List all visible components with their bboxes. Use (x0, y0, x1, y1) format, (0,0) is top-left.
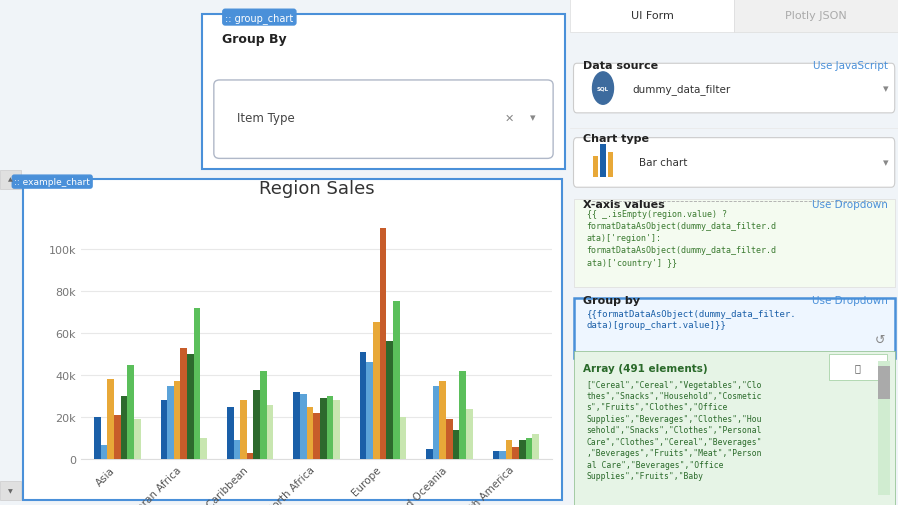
Title: Region Sales: Region Sales (259, 179, 374, 197)
Bar (594, 157, 598, 178)
Bar (306, 407, 313, 460)
FancyBboxPatch shape (0, 481, 21, 500)
Text: Bar chart: Bar chart (639, 158, 688, 168)
Bar (878, 366, 890, 399)
FancyBboxPatch shape (22, 179, 561, 500)
Text: Data source: Data source (584, 61, 658, 71)
Bar (453, 430, 459, 460)
Text: ▾: ▾ (531, 113, 536, 123)
Text: ▼: ▼ (8, 488, 13, 493)
Text: {{formatDataAsObject(dummy_data_filter.
data)[group_chart.value]}}: {{formatDataAsObject(dummy_data_filter. … (586, 309, 797, 330)
Bar (380, 228, 386, 460)
Bar (878, 361, 890, 495)
FancyBboxPatch shape (570, 0, 735, 33)
Bar (174, 382, 180, 460)
Bar (187, 355, 194, 460)
FancyBboxPatch shape (829, 355, 886, 380)
Text: Chart type: Chart type (584, 134, 649, 144)
Bar (506, 440, 513, 460)
Bar (233, 440, 240, 460)
FancyBboxPatch shape (574, 138, 894, 188)
Bar (327, 396, 333, 460)
Bar (194, 308, 200, 460)
Text: Group by: Group by (584, 295, 640, 306)
Text: ⧉: ⧉ (855, 362, 860, 372)
Bar (519, 440, 525, 460)
FancyBboxPatch shape (214, 81, 553, 159)
Bar (513, 447, 519, 460)
Text: ▾: ▾ (883, 158, 888, 168)
Bar (525, 438, 533, 460)
Text: Group By: Group By (223, 33, 287, 46)
Bar (608, 153, 612, 178)
Text: ✕: ✕ (505, 113, 514, 123)
Text: Use Dropdown: Use Dropdown (813, 199, 888, 210)
Bar (247, 453, 253, 460)
Bar (128, 365, 134, 460)
Bar (400, 418, 406, 460)
Bar (466, 409, 472, 460)
Bar (386, 342, 393, 460)
Bar (533, 434, 539, 460)
Bar (260, 371, 267, 460)
Text: ▲: ▲ (8, 177, 13, 182)
Bar (492, 451, 499, 460)
FancyBboxPatch shape (202, 15, 565, 169)
Text: {{ _.isEmpty(region.value) ?
formatDataAsObject(dummy_data_filter.d
ata)['region: {{ _.isEmpty(region.value) ? formatDataA… (586, 210, 777, 267)
Bar (313, 413, 320, 460)
Bar (601, 145, 605, 178)
FancyBboxPatch shape (0, 170, 21, 189)
Text: Use Dropdown: Use Dropdown (813, 295, 888, 306)
Bar (294, 392, 300, 460)
Text: Array (491 elements): Array (491 elements) (584, 364, 708, 374)
Bar (459, 371, 466, 460)
Bar (320, 398, 327, 460)
Bar (94, 418, 101, 460)
Text: X-axis values: X-axis values (584, 199, 665, 210)
FancyBboxPatch shape (574, 199, 894, 288)
Bar (227, 407, 233, 460)
Bar (366, 363, 373, 460)
Bar (101, 445, 108, 460)
FancyBboxPatch shape (735, 0, 898, 33)
Text: Use JavaScript: Use JavaScript (814, 61, 888, 71)
Bar (240, 400, 247, 460)
Bar (373, 323, 380, 460)
Bar (167, 386, 174, 460)
Text: Plotly JSON: Plotly JSON (785, 11, 847, 21)
FancyBboxPatch shape (574, 64, 894, 114)
Bar (114, 415, 120, 460)
Bar (439, 382, 446, 460)
Circle shape (593, 73, 613, 105)
Bar (200, 438, 207, 460)
Bar (120, 396, 128, 460)
Bar (433, 386, 439, 460)
Bar (360, 352, 366, 460)
Text: dummy_data_filter: dummy_data_filter (632, 83, 731, 94)
Text: SQL: SQL (597, 86, 609, 91)
FancyBboxPatch shape (574, 351, 894, 505)
FancyBboxPatch shape (574, 298, 894, 359)
Bar (300, 394, 306, 460)
Bar (333, 400, 339, 460)
Text: :: group_chart: :: group_chart (225, 13, 294, 24)
Text: ["Cereal","Cereal","Vegetables","Clo
thes","Snacks","Household","Cosmetic
s","Fr: ["Cereal","Cereal","Vegetables","Clo the… (586, 380, 762, 480)
Text: Item Type: Item Type (237, 112, 295, 125)
Bar (180, 348, 187, 460)
Bar (267, 405, 273, 460)
Bar (446, 420, 453, 460)
Bar (393, 301, 400, 460)
Text: ▾: ▾ (883, 84, 888, 94)
Bar (108, 380, 114, 460)
Bar (134, 420, 141, 460)
Text: :: example_chart: :: example_chart (14, 178, 90, 187)
Text: ↺: ↺ (875, 333, 885, 346)
Bar (499, 451, 506, 460)
Bar (427, 449, 433, 460)
Bar (161, 400, 167, 460)
Text: UI Form: UI Form (630, 11, 674, 21)
Bar (253, 390, 260, 460)
